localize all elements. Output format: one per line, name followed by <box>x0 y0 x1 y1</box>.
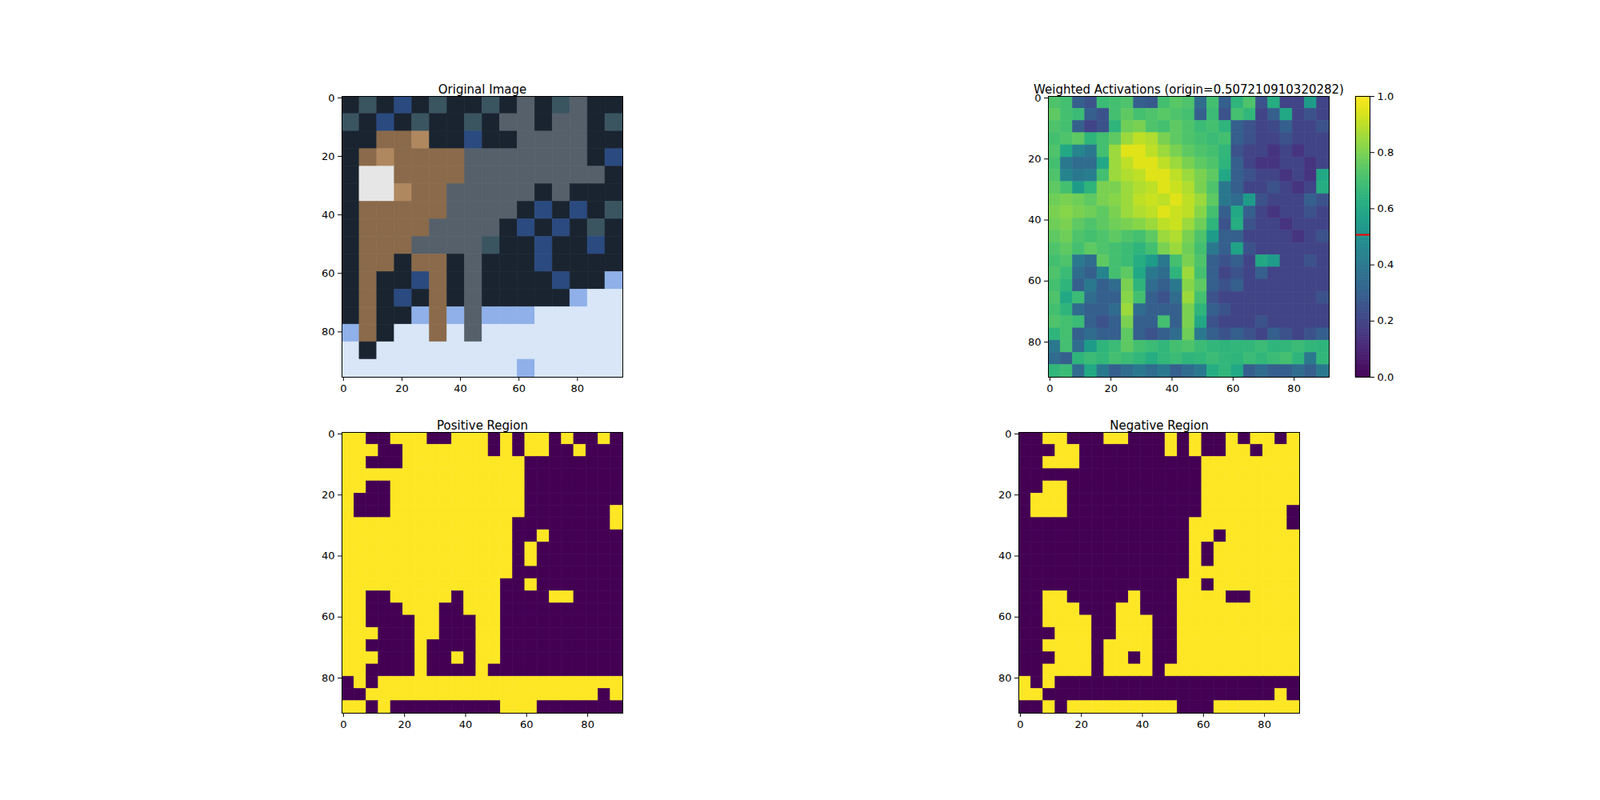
svg-text:20: 20 <box>321 488 336 501</box>
svg-text:60: 60 <box>1028 274 1042 287</box>
svg-text:Positive Region: Positive Region <box>436 418 528 433</box>
svg-text:20: 20 <box>397 718 412 731</box>
svg-text:0: 0 <box>328 428 335 440</box>
svg-text:80: 80 <box>580 718 595 731</box>
svg-text:Negative Region: Negative Region <box>1109 418 1208 433</box>
svg-text:20: 20 <box>998 488 1012 501</box>
svg-text:0.0: 0.0 <box>1377 371 1395 384</box>
svg-text:0.8: 0.8 <box>1377 146 1395 159</box>
svg-text:40: 40 <box>1165 382 1180 395</box>
svg-text:0: 0 <box>1034 91 1042 104</box>
svg-text:0.4: 0.4 <box>1377 258 1395 271</box>
svg-text:0: 0 <box>1016 718 1024 731</box>
svg-text:40: 40 <box>321 549 336 562</box>
svg-text:40: 40 <box>1028 213 1042 226</box>
svg-text:60: 60 <box>512 382 526 395</box>
svg-text:40: 40 <box>321 208 336 221</box>
svg-text:Original Image: Original Image <box>438 82 527 97</box>
svg-text:60: 60 <box>321 610 336 623</box>
svg-text:0: 0 <box>328 91 335 104</box>
svg-text:60: 60 <box>998 610 1012 623</box>
svg-text:60: 60 <box>1226 382 1240 395</box>
svg-text:80: 80 <box>321 325 336 338</box>
svg-text:40: 40 <box>453 382 468 395</box>
svg-text:40: 40 <box>1136 718 1150 731</box>
svg-text:80: 80 <box>1257 718 1272 731</box>
svg-text:80: 80 <box>571 382 585 395</box>
svg-text:80: 80 <box>321 672 336 684</box>
svg-text:20: 20 <box>1104 382 1118 395</box>
svg-text:20: 20 <box>1074 718 1088 731</box>
svg-text:0.6: 0.6 <box>1377 202 1395 215</box>
svg-text:80: 80 <box>1028 336 1042 348</box>
svg-text:60: 60 <box>520 718 534 731</box>
svg-text:60: 60 <box>321 267 336 280</box>
svg-text:80: 80 <box>1287 382 1301 395</box>
svg-text:40: 40 <box>998 549 1012 562</box>
svg-text:60: 60 <box>1196 718 1211 731</box>
svg-text:Weighted Activations (origin=0: Weighted Activations (origin=0.507210910… <box>1033 82 1344 97</box>
svg-text:0: 0 <box>1046 382 1053 395</box>
svg-text:0: 0 <box>340 382 347 395</box>
svg-text:0: 0 <box>1004 428 1012 440</box>
svg-text:20: 20 <box>395 382 409 395</box>
svg-text:1.0: 1.0 <box>1377 90 1395 103</box>
svg-text:0.2: 0.2 <box>1377 314 1395 327</box>
svg-text:80: 80 <box>998 672 1012 684</box>
svg-text:20: 20 <box>1028 152 1042 165</box>
svg-text:0: 0 <box>340 718 347 731</box>
svg-text:40: 40 <box>459 718 473 731</box>
svg-text:20: 20 <box>321 150 336 163</box>
